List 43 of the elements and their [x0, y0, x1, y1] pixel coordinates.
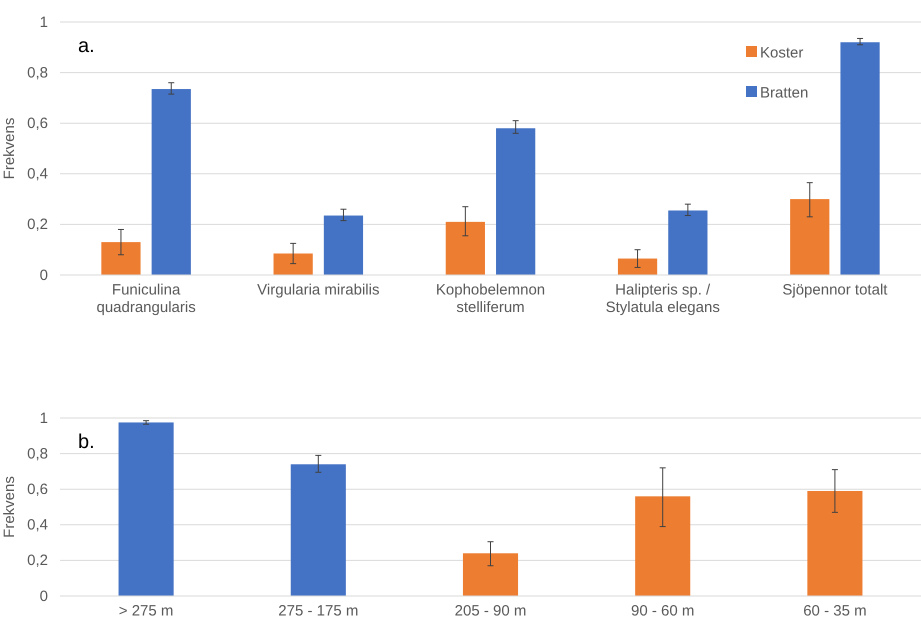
x-tick-label: > 275 m [118, 602, 174, 620]
y-tick-label: 1 [40, 14, 48, 31]
y-tick-label: 0,4 [27, 166, 48, 183]
y-tick-label: 0,2 [27, 552, 48, 570]
y-axis-title: Frekvens [1, 118, 18, 180]
bar [101, 242, 141, 275]
bar [118, 422, 174, 596]
y-tick-label: 0,8 [27, 445, 48, 462]
x-tick-label: Sjöpennor totalt [782, 282, 888, 299]
legend-label: Koster [760, 44, 804, 62]
y-tick-label: 0 [40, 588, 48, 605]
bar [668, 210, 708, 275]
x-tick-label: Halipteris sp. / Stylatula elegans [606, 282, 720, 316]
bar [618, 258, 658, 275]
bar [290, 464, 346, 596]
y-tick-label: 0 [40, 266, 48, 284]
x-tick-label: 90 - 60 m [631, 602, 694, 620]
bar [152, 89, 191, 275]
annotation: a. [78, 35, 95, 57]
annotation: b. [78, 431, 95, 453]
bar [446, 222, 485, 275]
y-tick-label: 0,8 [27, 64, 48, 82]
bar [635, 496, 690, 596]
y-tick-label: 0,4 [27, 516, 48, 534]
x-tick-label: 60 - 35 m [803, 602, 867, 620]
bar [790, 199, 830, 275]
y-tick-label: 0,6 [27, 115, 48, 132]
bar [274, 253, 313, 275]
bar [496, 128, 536, 275]
x-tick-label: 275 - 175 m [278, 602, 358, 620]
x-tick-label: 205 - 90 m [454, 602, 526, 620]
bar [840, 42, 880, 275]
y-tick-label: 0,6 [27, 481, 48, 498]
y-tick-label: 0,2 [27, 216, 48, 234]
legend-label: Bratten [760, 84, 808, 102]
y-axis-title: Frekvens [1, 476, 18, 538]
y-tick-label: 1 [40, 410, 48, 427]
bar [807, 490, 862, 596]
x-tick-label: Funiculina quadrangularis [96, 282, 196, 316]
x-tick-label: Kophobelemnon stelliferum [436, 282, 546, 316]
bar [462, 553, 518, 596]
bar [324, 216, 364, 275]
x-tick-label: Virgularia mirabilis [257, 282, 380, 299]
